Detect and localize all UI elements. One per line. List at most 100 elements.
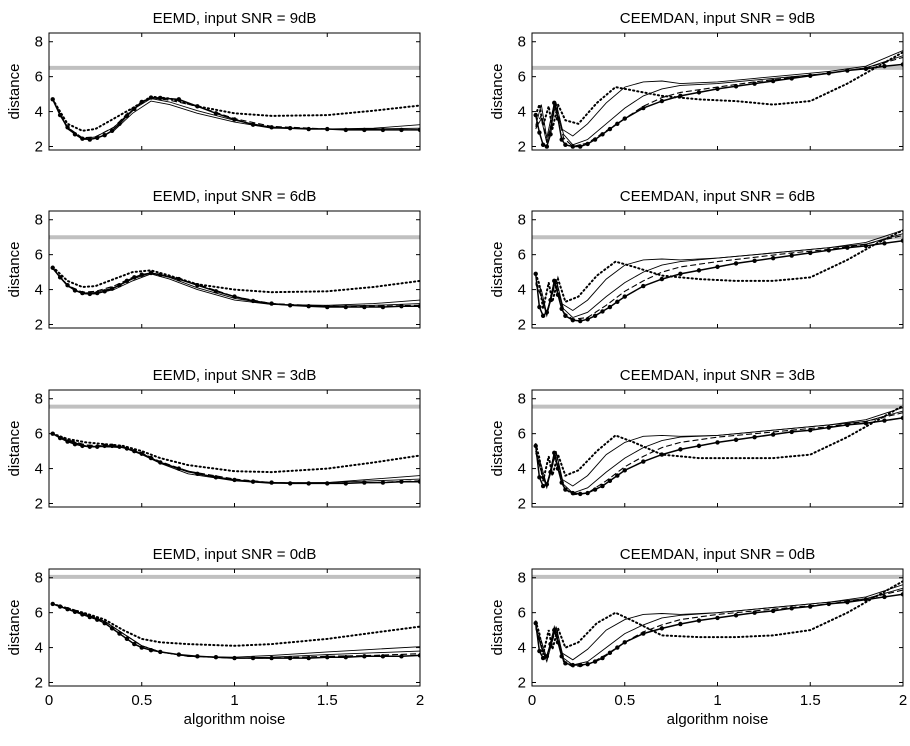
series-marker <box>176 97 182 102</box>
series-marker <box>195 104 200 109</box>
series-marker <box>548 132 553 137</box>
series-marker <box>50 265 55 270</box>
x-tick-label: 1 <box>713 692 721 709</box>
series-marker <box>533 443 538 449</box>
series-marker <box>592 659 598 664</box>
y-axis-label: distance <box>6 600 23 656</box>
series-marker <box>139 451 144 456</box>
series-marker <box>124 446 130 451</box>
series-marker <box>789 76 794 81</box>
series-marker <box>269 480 274 485</box>
series-marker <box>158 272 163 277</box>
y-tick-label: 8 <box>518 212 526 229</box>
series-marker <box>50 601 55 607</box>
x-tick-label: 0 <box>45 692 53 709</box>
series-marker <box>117 444 122 449</box>
series-line-dotted-1 <box>534 229 903 310</box>
series-marker <box>570 144 576 149</box>
y-tick-label: 6 <box>518 69 526 86</box>
series-marker <box>845 245 850 250</box>
x-tick-label: 0.5 <box>614 692 635 709</box>
series-marker <box>615 645 620 650</box>
series-marker <box>139 272 144 277</box>
series-group <box>50 431 420 486</box>
series-marker <box>80 612 85 617</box>
series-line-solid-2 <box>52 433 420 484</box>
series-group <box>533 229 903 324</box>
series-marker <box>552 450 557 456</box>
series-marker <box>600 309 605 314</box>
series-marker <box>139 645 144 650</box>
series-marker <box>559 654 564 659</box>
series-marker <box>696 268 702 273</box>
series-marker <box>826 601 831 607</box>
series-marker <box>195 654 200 659</box>
series-marker <box>548 297 553 303</box>
series-marker <box>559 480 564 485</box>
series-marker <box>808 604 813 609</box>
series-marker <box>615 473 620 478</box>
series-marker <box>306 126 311 132</box>
series-marker <box>213 475 219 480</box>
series-marker <box>343 481 348 486</box>
series-marker <box>158 649 163 655</box>
series-line-solid-2 <box>535 229 903 315</box>
y-tick-label: 2 <box>518 317 526 334</box>
series-marker <box>57 604 63 609</box>
series-marker <box>678 93 683 99</box>
series-marker <box>555 466 561 471</box>
y-tick-label: 2 <box>35 317 43 334</box>
series-marker <box>622 640 627 645</box>
chart-title: EEMD, input SNR = 9dB <box>153 10 317 27</box>
series-marker <box>250 298 256 304</box>
chart-title: EEMD, input SNR = 6dB <box>153 188 317 205</box>
series-marker <box>95 135 100 140</box>
series-marker <box>696 618 702 623</box>
series-marker <box>578 318 583 324</box>
series-marker <box>109 128 115 133</box>
y-tick-label: 6 <box>518 426 526 443</box>
series-marker <box>158 460 163 465</box>
series-marker <box>789 253 794 258</box>
series-marker <box>325 654 330 660</box>
series-marker <box>882 241 887 246</box>
series-marker <box>548 469 553 475</box>
series-marker <box>325 481 330 486</box>
series-marker <box>232 477 237 483</box>
series-marker <box>570 317 576 323</box>
series-marker <box>232 117 237 122</box>
series-marker <box>733 613 739 618</box>
chart-title: CEEMDAN, input SNR = 6dB <box>620 188 816 205</box>
x-tick-label: 2 <box>899 692 907 709</box>
series-marker <box>325 126 330 132</box>
y-tick-label: 4 <box>35 104 43 121</box>
series-marker <box>232 294 237 299</box>
series-marker <box>715 440 720 445</box>
series-marker <box>678 621 683 627</box>
x-axis-label: algorithm noise <box>667 711 769 728</box>
series-marker <box>641 283 646 289</box>
x-tick-label: 0 <box>528 692 536 709</box>
series-marker <box>176 466 182 471</box>
series-marker <box>102 289 107 294</box>
series-marker <box>80 290 85 296</box>
y-tick-label: 4 <box>518 282 526 299</box>
plot-frame <box>531 210 904 329</box>
series-marker <box>287 481 293 486</box>
series-marker <box>537 475 542 480</box>
series-marker <box>900 238 903 243</box>
series-line-solid-2 <box>535 50 903 138</box>
y-axis-label: distance <box>489 64 506 120</box>
series-marker <box>132 448 137 454</box>
y-tick-label: 2 <box>35 675 43 692</box>
series-marker <box>87 291 93 297</box>
y-tick-label: 8 <box>518 34 526 51</box>
series-marker <box>362 304 367 310</box>
series-marker <box>533 620 538 626</box>
chart-panel-6: CEEMDAN, input SNR = 3dB distance 2 4 6 8 <box>489 367 904 513</box>
series-marker <box>559 306 564 311</box>
series-marker <box>176 276 182 282</box>
series-marker <box>269 125 274 130</box>
series-marker <box>826 425 831 430</box>
series-marker <box>552 278 557 284</box>
